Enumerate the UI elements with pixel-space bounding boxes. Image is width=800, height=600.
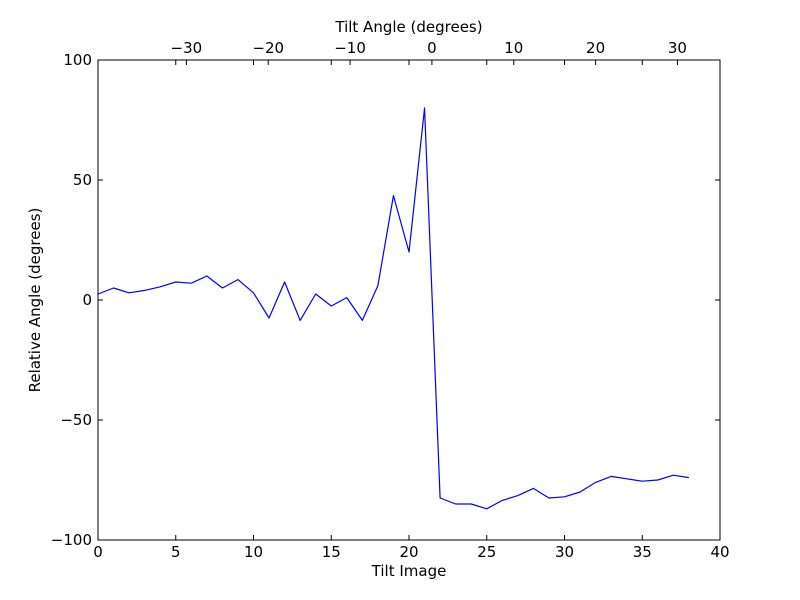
x-tick-label: 35 bbox=[633, 543, 652, 561]
plot-frame bbox=[97, 59, 721, 541]
x2-tick-label: −20 bbox=[252, 39, 284, 57]
x2-tick-label: 10 bbox=[504, 39, 523, 57]
x-tick-label: 40 bbox=[710, 543, 729, 561]
x2-tick-label: −30 bbox=[171, 39, 203, 57]
y-tick-label: −50 bbox=[60, 411, 92, 429]
x-tick-label: 25 bbox=[477, 543, 496, 561]
x2-tick-label: −10 bbox=[334, 39, 366, 57]
series-layer bbox=[97, 107, 689, 510]
x-tick-label: 15 bbox=[322, 543, 341, 561]
x-tick-label: 10 bbox=[244, 543, 263, 561]
y-tick-label: 0 bbox=[82, 291, 92, 309]
y-tick-label: 50 bbox=[73, 171, 92, 189]
x-tick-label: 30 bbox=[555, 543, 574, 561]
y-tick-label: 100 bbox=[63, 51, 92, 69]
x2-tick-label: 30 bbox=[668, 39, 687, 57]
x-tick-label: 20 bbox=[399, 543, 418, 561]
y-tick-label: −100 bbox=[51, 531, 92, 549]
x-tick-label: 0 bbox=[93, 543, 103, 561]
y-axis-title: Relative Angle (degrees) bbox=[26, 208, 44, 393]
series-line bbox=[97, 107, 689, 510]
tick-layer: 0 5 10 15 20 25 30 35 40−30 −20 −10 0 10 20 30−100−500… bbox=[51, 39, 730, 561]
x-tick-label: 5 bbox=[171, 543, 181, 561]
x2-tick-label: 20 bbox=[586, 39, 605, 57]
x-axis-title: Tilt Image bbox=[371, 562, 447, 580]
x2-axis-title: Tilt Angle (degrees) bbox=[334, 18, 482, 36]
x2-tick-label: 0 bbox=[427, 39, 437, 57]
